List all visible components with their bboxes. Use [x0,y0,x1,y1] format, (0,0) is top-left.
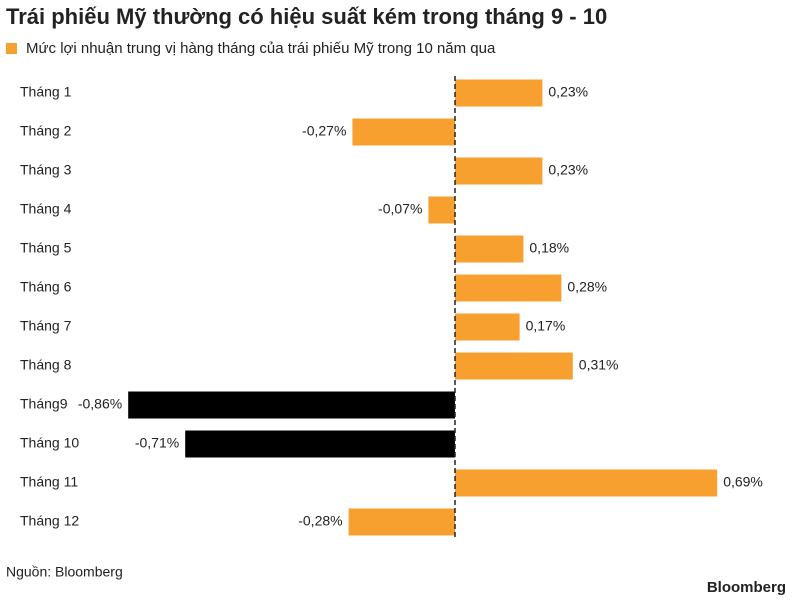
value-label: 0,23% [548,162,588,178]
bar [348,508,455,536]
category-label: Tháng 2 [20,123,72,139]
category-label: Tháng 7 [20,318,72,334]
category-label: Tháng 3 [20,162,72,178]
value-label: 0,18% [529,240,569,256]
legend-swatch [6,43,17,54]
category-label: Tháng 5 [20,240,72,256]
value-label: -0,27% [302,123,346,139]
bar [455,157,543,185]
value-label: 0,23% [548,84,588,100]
category-label: Tháng 12 [20,513,79,529]
category-label: Tháng 4 [20,201,72,217]
bar [455,469,718,497]
value-label: 0,28% [567,279,607,295]
legend-label: Mức lợi nhuận trung vị hàng tháng của tr… [26,40,496,57]
brand: Bloomberg [707,579,786,596]
chart-title: Trái phiếu Mỹ thường có hiệu suất kém tr… [6,4,607,29]
value-label: -0,86% [78,396,122,412]
category-label: Tháng 1 [20,84,72,100]
value-label: -0,07% [378,201,422,217]
bar [455,313,520,341]
bar [352,118,455,146]
category-label: Tháng 8 [20,357,72,373]
category-label: Tháng 11 [20,474,78,490]
bar [185,430,455,458]
value-label: -0,28% [298,513,342,529]
bar [455,274,562,302]
source: Nguồn: Bloomberg [6,564,123,580]
value-label: 0,31% [579,357,619,373]
bar [128,391,455,419]
value-label: 0,17% [526,318,566,334]
bar [428,196,455,224]
category-label: Tháng 10 [20,435,79,451]
category-label: Tháng 6 [20,279,72,295]
bar [455,235,524,263]
bar [455,79,543,107]
value-label: -0,71% [135,435,179,451]
bar [455,352,573,380]
value-label: 0,69% [723,474,763,490]
category-label: Tháng9 [20,396,68,412]
